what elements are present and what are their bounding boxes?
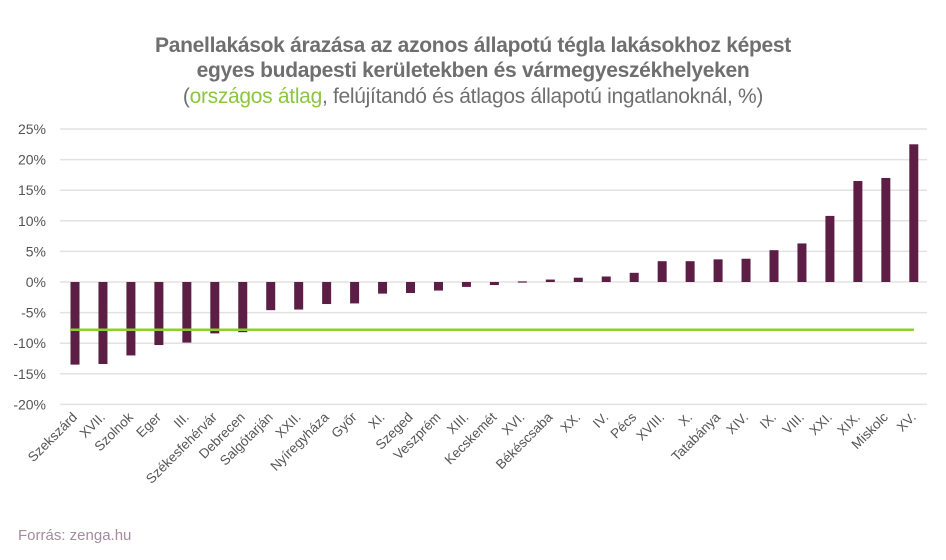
chart-title-block: Panellakások árazása az azonos állapotú … (0, 33, 946, 110)
x-category-label: Szekszárd (25, 410, 80, 465)
x-category-label: Eger (133, 409, 164, 440)
bar (70, 282, 80, 365)
subtitle-rest: , felújítandó és átlagos állapotú ingatl… (321, 85, 764, 108)
x-category-label: III. (171, 410, 192, 431)
x-category-label: XX. (557, 410, 583, 436)
bars (70, 144, 919, 365)
y-axis-tick-labels: 25% 20% 15% 10% 5% 0% -5% -10% -15% -20% (13, 121, 46, 412)
y-tick-label: -5% (21, 305, 46, 321)
y-tick-label: -10% (13, 335, 46, 351)
bar (378, 282, 388, 294)
bar (489, 282, 499, 286)
bar (182, 282, 192, 343)
y-tick-label: 25% (18, 121, 46, 137)
bar (266, 282, 276, 311)
x-category-label: XI. (365, 410, 387, 432)
y-tick-label: 15% (18, 182, 46, 198)
y-tick-label: 5% (26, 243, 46, 259)
x-category-label: Pécs (607, 409, 639, 441)
bar (881, 177, 891, 282)
bar (601, 276, 611, 282)
y-tick-label: 10% (18, 213, 46, 229)
bar (545, 279, 555, 282)
y-tick-label: 20% (18, 152, 46, 168)
bar (238, 282, 248, 333)
bar (98, 282, 108, 365)
source-note: Forrás: zenga.hu (18, 527, 132, 544)
x-category-label: IX. (757, 410, 779, 432)
bar (685, 261, 695, 282)
x-category-label: VIII. (779, 410, 807, 438)
bar (797, 243, 807, 282)
x-category-label: IV. (590, 410, 611, 431)
subtitle-open-paren: ( (182, 85, 190, 108)
x-category-label: Győr (328, 409, 360, 441)
chart-title-line-1: Panellakások árazása az azonos állapotú … (155, 34, 791, 57)
bar (154, 282, 164, 346)
bar (657, 261, 667, 282)
y-tick-label: 0% (26, 274, 46, 290)
y-tick-label: -15% (13, 366, 46, 382)
bar (909, 144, 919, 282)
bar (126, 282, 136, 356)
x-category-label: XV. (894, 410, 919, 435)
bar (210, 282, 220, 334)
bar (853, 181, 863, 282)
x-category-label: Kecskemét (442, 409, 500, 467)
bar (769, 250, 779, 282)
bar (517, 281, 527, 283)
bar (406, 282, 416, 294)
bar (350, 282, 360, 304)
bar (825, 215, 835, 282)
bar (741, 258, 751, 282)
bar (629, 272, 639, 282)
x-category-label: XXI. (806, 410, 835, 439)
chart-subtitle: (országos átlag, felújítandó és átlagos … (0, 83, 946, 110)
bar (322, 282, 332, 305)
subtitle-average-label: országos átlag (189, 85, 323, 108)
bar (294, 282, 304, 310)
bar (433, 282, 443, 291)
gridlines (60, 128, 927, 406)
y-tick-label: -20% (13, 396, 46, 412)
x-category-label: X. (676, 410, 696, 430)
bar (461, 282, 471, 287)
x-category-label: XIV. (723, 410, 751, 438)
bar (713, 259, 723, 282)
chart-title-line-2: egyes budapesti kerületekben és vármegye… (196, 59, 750, 82)
x-category-label: XVIII. (633, 410, 667, 444)
bar (573, 277, 583, 282)
